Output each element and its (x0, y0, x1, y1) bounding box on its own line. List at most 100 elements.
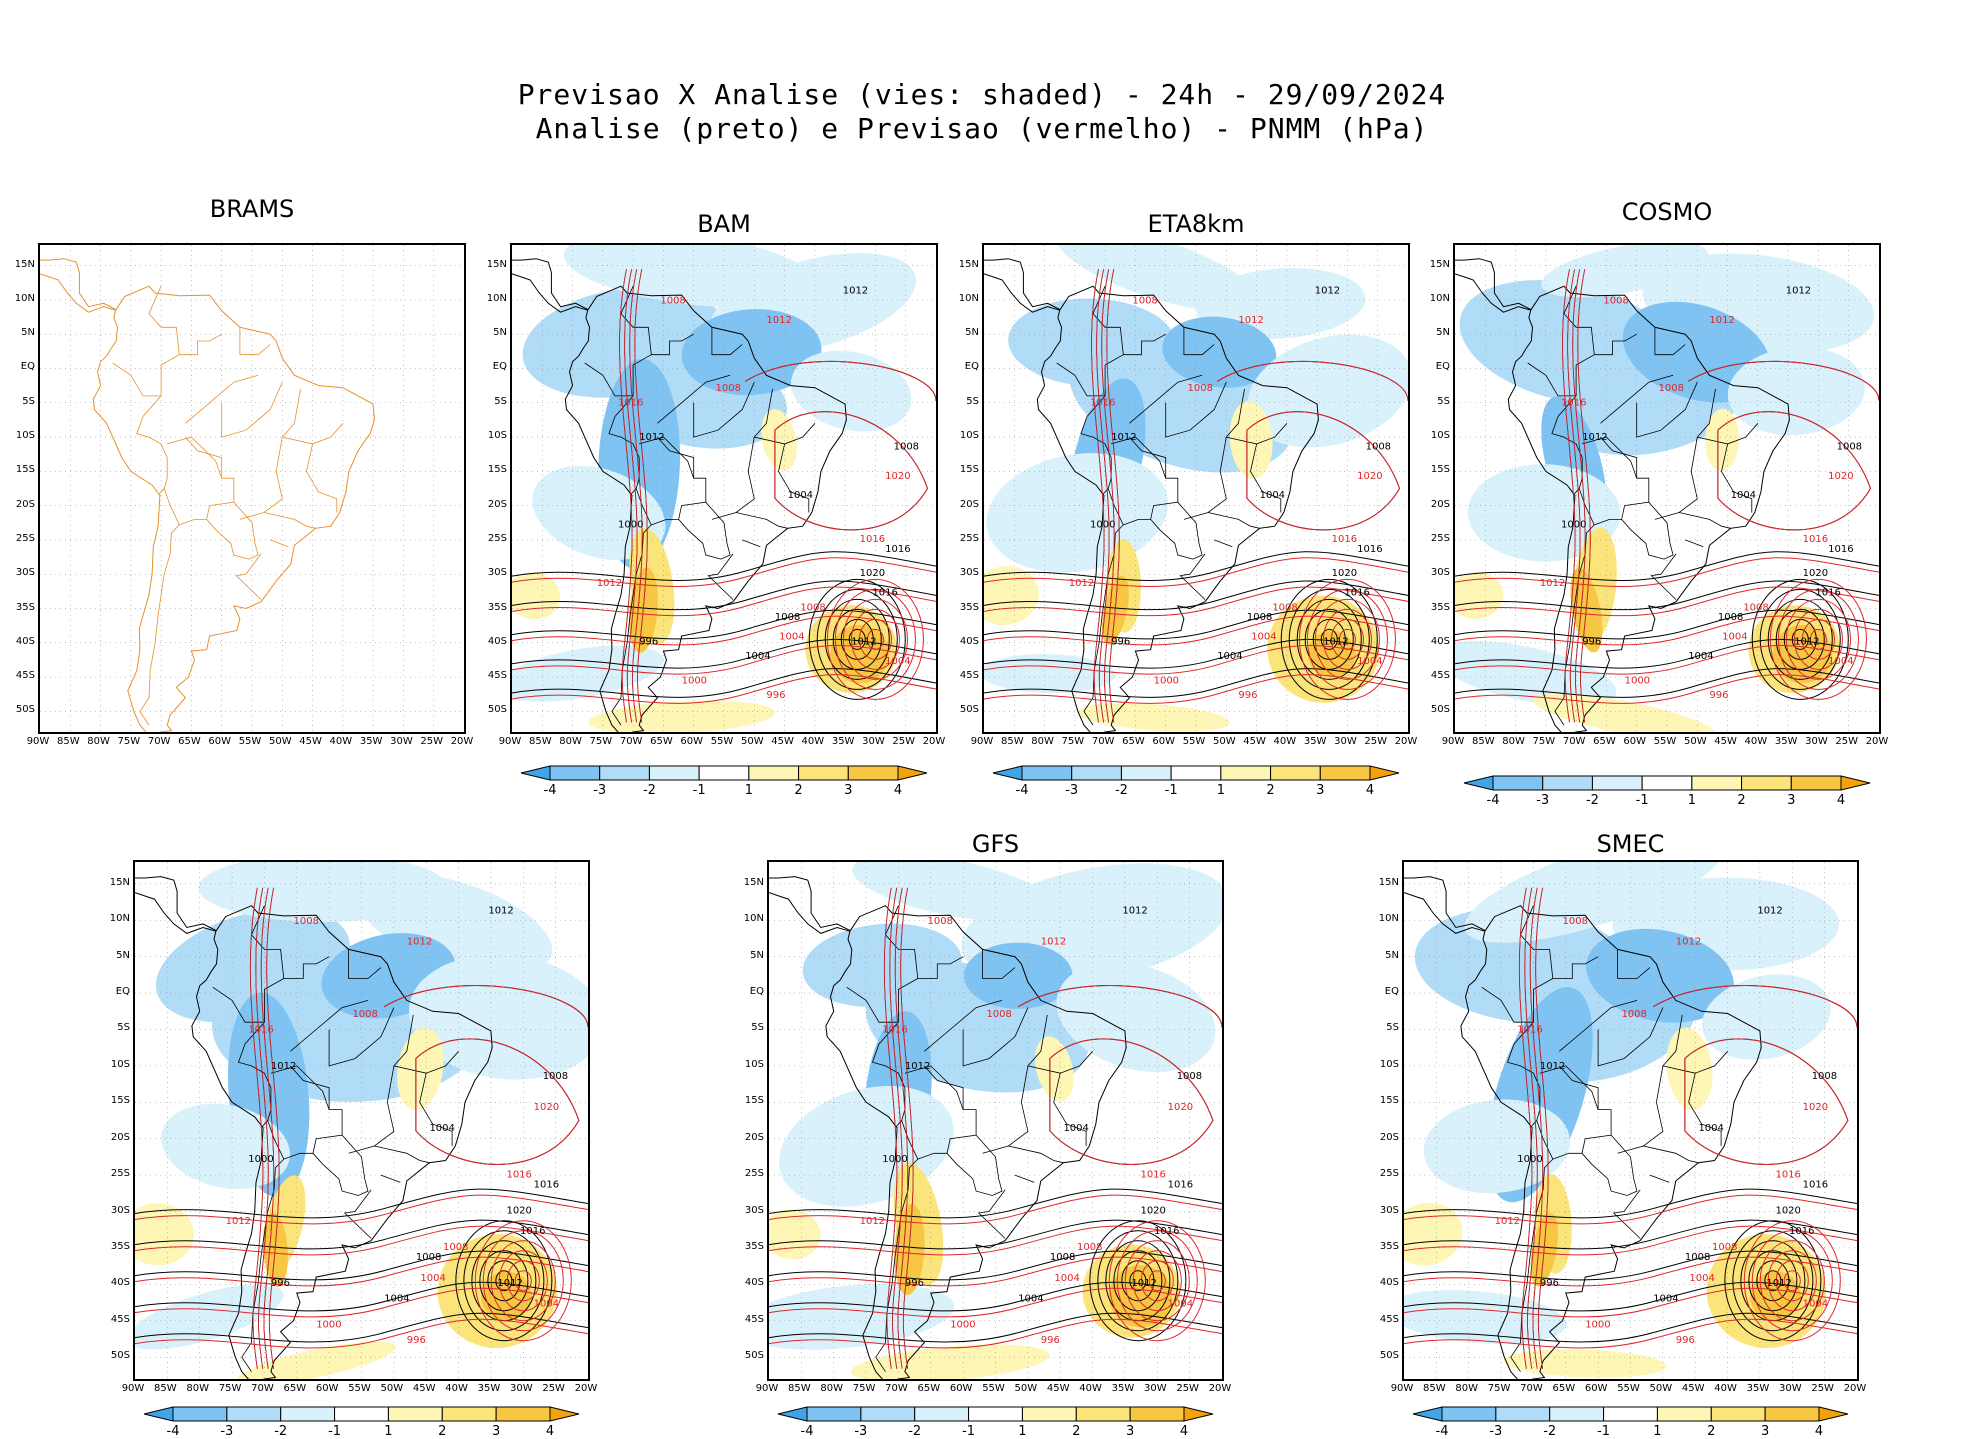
longitude-label: 80W (87, 736, 110, 747)
latitude-label: 15S (744, 1095, 764, 1107)
isobar-label-analysis: 1004 (429, 1123, 454, 1134)
longitude-label: 30W (1778, 1383, 1802, 1394)
map-canvas: 1012 1016 1020 1016 1012 1008 1004 996 1000 1004 1… (1455, 245, 1879, 732)
forecast-isobar-ring (1306, 588, 1388, 690)
country-border (1179, 553, 1206, 600)
longitude-label: 25W (542, 1383, 565, 1394)
longitude-label: 70W (1091, 736, 1115, 747)
isobar-label-forecast: 1016 (506, 1169, 531, 1180)
latitude-label: 15N (1378, 876, 1399, 888)
isobar-label-forecast: 1012 (1676, 937, 1701, 948)
central-america-coastline (1455, 273, 1531, 313)
panel-title-gfs: GFS (971, 830, 1020, 858)
colorbar (992, 765, 1400, 781)
colorbar-segment (1549, 1406, 1605, 1422)
colorbar-segment (968, 1406, 1023, 1422)
forecast-isobar-ring (1148, 1270, 1166, 1292)
country-border (1214, 539, 1233, 548)
longitude-label: 20W (450, 736, 474, 747)
longitude-label: 40W (329, 736, 353, 747)
isobar-label-analysis: 1012 (1323, 636, 1348, 647)
longitude-label: 90W (498, 736, 522, 747)
colorbar-tick-label: 4 (1179, 1424, 1189, 1439)
bias-negative-area (769, 1284, 955, 1350)
analysis-isobar-isobar (769, 1250, 1222, 1281)
bias-negative-area (1727, 347, 1865, 436)
isobar-label-analysis: 1012 (488, 906, 513, 917)
isobar-label-forecast: 1012 (407, 937, 432, 948)
forecast-isobar-ring (1743, 1220, 1841, 1342)
colorbar-tick-label: -2 (908, 1424, 922, 1439)
analysis-isobar-isobar (1455, 668, 1879, 698)
colorbar-tick-label: -3 (1489, 1424, 1503, 1439)
isobar-label-forecast: 1016 (618, 398, 643, 409)
country-border (1649, 1174, 1670, 1183)
latitude-label: 5N (21, 327, 35, 339)
colorbar-segment (1495, 1406, 1551, 1422)
country-border (1053, 1073, 1087, 1146)
latitude-label: 40S (1430, 635, 1450, 647)
analysis-isobar-ring (495, 1270, 513, 1292)
colorbar-tick-label: 3 (1316, 783, 1325, 798)
longitude-label: 35W (1774, 736, 1798, 747)
forecast-isobar-isobar (1567, 269, 1581, 723)
forecast-isobar-isobar (984, 674, 1408, 704)
country-border (657, 436, 695, 479)
latitude-label: 15S (959, 464, 979, 476)
bias-positive-area (1455, 572, 1504, 620)
isobar-label-analysis: 1004 (745, 651, 770, 662)
longitude-label: 30W (390, 736, 413, 747)
isobar-label-analysis: 1016 (1828, 544, 1853, 555)
latitude-label: 40S (959, 635, 979, 647)
colorbar-segment (798, 765, 849, 781)
latitude-label: 35S (110, 1240, 130, 1252)
latitude-label: 5S (494, 395, 507, 407)
latitude-label: EQ (749, 986, 764, 998)
isobar-label-analysis: 1020 (1140, 1206, 1165, 1217)
map-canvas: 1012 1016 1020 1016 1012 1008 1004 996 1000 1004 1… (135, 862, 588, 1379)
bias-positive-area (1035, 1036, 1074, 1102)
analysis-isobar-ring (1121, 1260, 1155, 1302)
colorbar-segment (1220, 765, 1272, 781)
analysis-isobar-isobar (769, 1312, 1222, 1343)
forecast-isobar-isobar (984, 615, 1408, 646)
colorbar-tick-label: 3 (1761, 1424, 1770, 1439)
analysis-isobar-ring (1097, 1230, 1179, 1332)
latitude-label: 10N (486, 292, 507, 304)
country-border (348, 949, 382, 979)
isobar-label-forecast: 1008 (1132, 295, 1157, 306)
panel-title-brams: BRAMS (209, 195, 295, 223)
latitude-label: 5S (966, 395, 979, 407)
longitude-label: 80W (559, 736, 582, 747)
colorbar-tick-label: 2 (794, 783, 803, 798)
latitude-label: 45S (1430, 670, 1450, 682)
colorbar-arrow-high (897, 765, 928, 781)
isobar-label-analysis: 1012 (843, 286, 868, 297)
bias-positive-area (761, 409, 797, 471)
colorbar-tick-label: 4 (893, 783, 903, 798)
colorbar-tick-label: 2 (1072, 1424, 1081, 1439)
south-america-coastline (564, 285, 847, 732)
forecast-isobar-ring (826, 578, 924, 700)
latitude-label: 15S (487, 464, 507, 476)
longitude-label: 85W (1471, 736, 1495, 747)
isobar-label-analysis: 1004 (1688, 651, 1713, 662)
analysis-isobar-ring (1732, 1230, 1814, 1332)
latitude-label: 10S (110, 1058, 130, 1070)
colorbar-arrow-high (1369, 765, 1400, 781)
isobar-label-analysis: 1012 (1582, 432, 1607, 443)
longitude-label: 45W (299, 736, 322, 747)
country-border (1617, 1065, 1664, 1154)
longitude-label: 70W (1562, 736, 1586, 747)
longitude-label: 20W (1843, 1383, 1867, 1394)
forecast-isobar-isobar (512, 674, 936, 704)
longitude-label: 25W (420, 736, 444, 747)
latitude-label: 15S (110, 1095, 130, 1107)
isobar-label-forecast: 1004 (779, 631, 804, 642)
longitude-label: 50W (268, 736, 292, 747)
longitude-label: 75W (589, 736, 613, 747)
map-panel-gfs: 1012 1016 1020 1016 1012 1008 1004 996 1000 1004 1… (767, 860, 1224, 1381)
country-border (1650, 553, 1677, 600)
isobar-label-forecast: 1016 (1090, 398, 1115, 409)
forecast-isobar-isobar (1562, 269, 1576, 723)
